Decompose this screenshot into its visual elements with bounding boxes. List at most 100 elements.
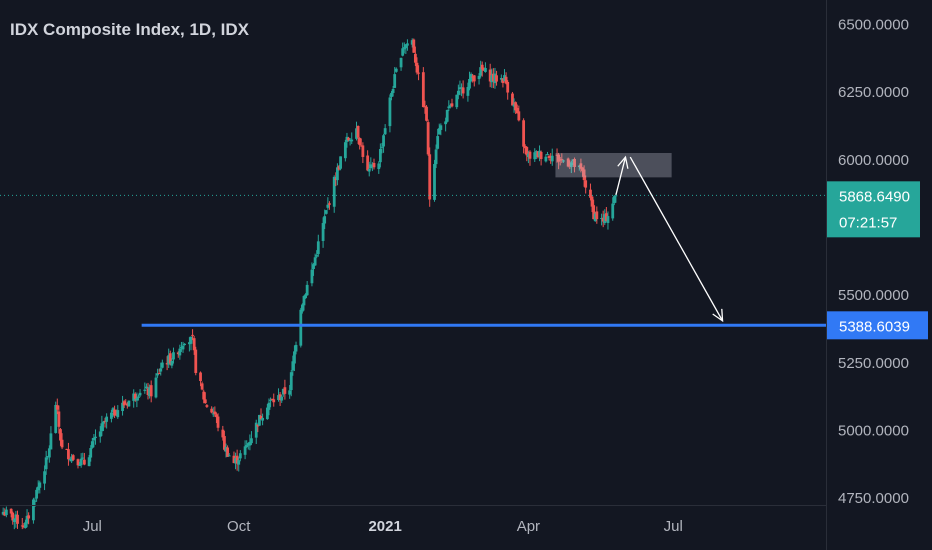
candle-body [9, 508, 13, 514]
candle-body [103, 420, 107, 422]
candle-body [355, 128, 358, 139]
candle-body [358, 138, 362, 146]
candle-body [67, 449, 70, 460]
candle-body [601, 217, 605, 222]
candle-body [68, 459, 72, 461]
candle-body [272, 399, 276, 403]
candle-body [216, 416, 220, 428]
candle-body [267, 402, 271, 410]
resistance-zone [555, 152, 672, 178]
candle-body [165, 363, 169, 365]
candle-body [428, 154, 432, 200]
candle-body [135, 398, 139, 401]
candle-body [401, 48, 405, 56]
candle-body [199, 372, 202, 381]
candle-body [345, 136, 349, 142]
candle-body [32, 499, 35, 521]
candle-body [337, 166, 341, 170]
support-price-tag [827, 311, 928, 340]
candle-body [343, 142, 347, 159]
candle-body [388, 97, 392, 127]
candle-body [258, 414, 261, 426]
candle-body [46, 456, 50, 458]
candle-body [584, 180, 588, 188]
candle-body [511, 93, 514, 106]
candle-body [603, 214, 607, 224]
candle-body [160, 362, 164, 368]
candle-body [390, 92, 393, 97]
candle-body [254, 422, 258, 438]
candle-body [114, 413, 118, 416]
arrow-head-1 [617, 155, 629, 169]
candle-body [102, 421, 105, 424]
candle-body [76, 459, 80, 466]
candle-body [382, 135, 385, 147]
candle-body [413, 53, 417, 63]
candle-body [371, 164, 374, 167]
candle-body [113, 409, 116, 416]
candle-body [191, 334, 194, 336]
candle-body [234, 457, 237, 464]
x-tick-label: Oct [227, 518, 251, 535]
candle-body [436, 136, 440, 149]
candle-body [293, 351, 296, 364]
candle-body [569, 162, 573, 168]
y-tick-label: 5000.0000 [838, 423, 909, 440]
candle-body [461, 87, 465, 94]
last-price-value: 5868.6490 [839, 188, 910, 205]
candle-body [79, 458, 83, 466]
candle-body [281, 388, 285, 395]
candle-body [35, 489, 39, 499]
candle-body [447, 106, 451, 109]
candle-body [111, 408, 115, 412]
candles-group [1, 38, 618, 530]
candle-body [92, 437, 96, 441]
candle-body [595, 211, 599, 220]
candle-body [168, 353, 172, 364]
candle-body [280, 396, 284, 401]
candle-body [455, 94, 459, 108]
candle-body [71, 455, 75, 460]
candle-body [250, 438, 253, 444]
candle-body [421, 72, 425, 108]
candle-body [555, 154, 559, 156]
candle-body [146, 388, 150, 395]
candle-body [334, 178, 338, 180]
candle-body [612, 196, 616, 204]
candle-body [369, 164, 373, 168]
candle-body [305, 284, 309, 296]
candle-body [590, 196, 594, 207]
candle-body [539, 151, 543, 160]
candle-body [277, 395, 280, 400]
candle-body [495, 75, 498, 82]
x-tick-label: Jul [83, 518, 102, 535]
candle-body [557, 154, 561, 162]
candle-body [65, 448, 69, 450]
candle-body [538, 150, 541, 157]
candle-body [203, 399, 207, 404]
candle-body [336, 167, 339, 181]
candle-body [265, 407, 269, 420]
candle-body [525, 147, 529, 156]
candle-body [132, 393, 136, 401]
y-tick-label: 6000.0000 [838, 152, 909, 169]
candle-body [417, 72, 420, 74]
candle-body [122, 401, 126, 406]
candle-body [347, 137, 350, 141]
candle-body [503, 75, 506, 82]
candle-body [121, 402, 124, 412]
candle-body [98, 431, 102, 437]
candle-body [291, 361, 295, 371]
candle-body [566, 158, 570, 167]
candle-body [125, 404, 129, 406]
candle-body [304, 294, 307, 299]
candle-body [149, 385, 153, 397]
last-price-tag [827, 181, 920, 238]
candle-body [456, 90, 460, 95]
arrow-line-1 [615, 156, 627, 196]
candle-body [167, 355, 171, 365]
candle-body [178, 348, 182, 356]
candle-body [499, 78, 503, 80]
candle-body [127, 400, 131, 407]
